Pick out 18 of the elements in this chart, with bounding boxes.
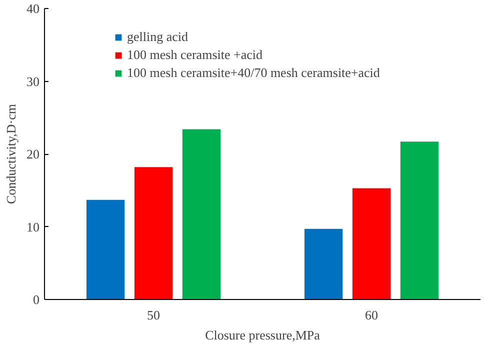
bar (182, 129, 221, 300)
legend-label: 100 mesh ceramsite+40/70 mesh ceramsite+acid (127, 65, 380, 81)
legend-label: gelling acid (127, 29, 188, 45)
bar (304, 228, 343, 300)
bar (86, 200, 125, 300)
x-axis-title: Closure pressure,MPa (205, 328, 320, 342)
y-tick-label: 10 (26, 219, 40, 234)
bar (400, 142, 439, 300)
legend-label: 100 mesh ceramsite +acid (127, 47, 262, 63)
bar (134, 167, 173, 300)
y-axis-title: Conductivity,D·cm (4, 104, 18, 204)
y-tick-label: 20 (26, 146, 40, 162)
y-tick-label: 30 (26, 74, 40, 89)
y-tick-label: 0 (33, 292, 40, 307)
bar (352, 188, 391, 300)
x-tick-label: 60 (365, 308, 378, 322)
y-tick-label: 40 (26, 1, 40, 16)
x-tick-label: 50 (147, 308, 160, 322)
